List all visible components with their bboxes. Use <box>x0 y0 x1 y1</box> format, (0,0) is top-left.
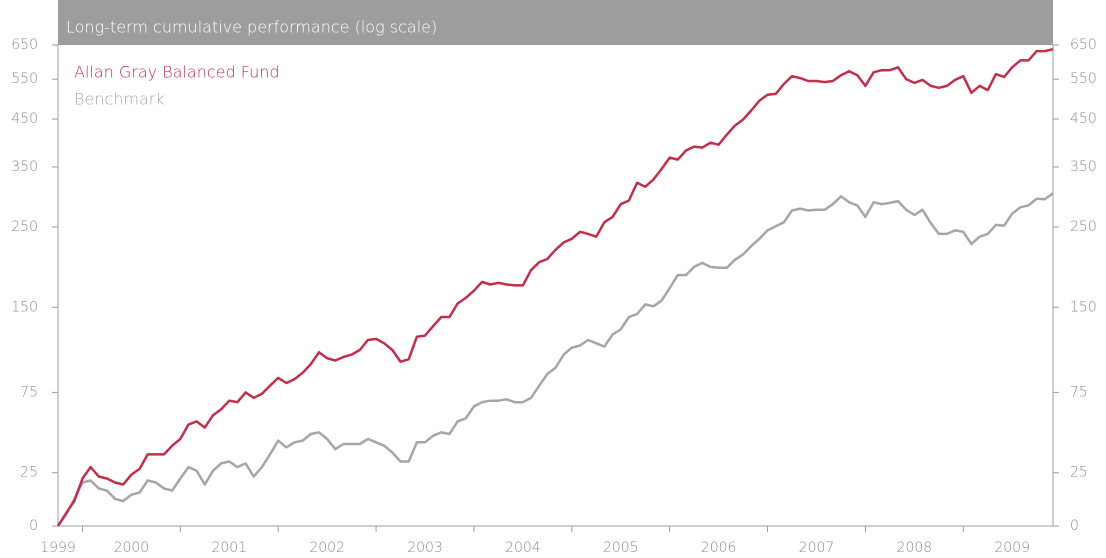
legend-entry: Allan Gray Balanced Fund <box>74 63 280 82</box>
y2-tick-label: 0 <box>1070 518 1079 534</box>
series-line <box>56 192 1054 527</box>
title-bar <box>58 0 1053 45</box>
x-tick-label: 2007 <box>799 540 835 556</box>
y2-tick-label: 450 <box>1070 111 1097 127</box>
x-tick-label: 2003 <box>407 540 443 556</box>
legend-entry: Benchmark <box>74 90 165 109</box>
x-tick-label: 2005 <box>603 540 639 556</box>
y-tick-label: 450 <box>11 111 38 127</box>
y2-tick-label: 75 <box>1070 384 1088 400</box>
y-tick-label: 25 <box>20 465 38 481</box>
x-tick-label: 2004 <box>505 540 541 556</box>
x-tick-label: 2009 <box>994 540 1030 556</box>
y2-tick-label: 650 <box>1070 37 1097 53</box>
y-tick-label: 350 <box>11 159 38 175</box>
y2-tick-label: 25 <box>1070 465 1088 481</box>
chart-title: Long-term cumulative performance (log sc… <box>66 18 437 37</box>
y2-tick-label: 350 <box>1070 159 1097 175</box>
y-tick-label: 0 <box>29 518 38 534</box>
y-tick-label: 650 <box>11 37 38 53</box>
y-tick-label: 75 <box>20 384 38 400</box>
series-line <box>56 47 1054 527</box>
y2-tick-label: 250 <box>1070 219 1097 235</box>
x-tick-label: 2000 <box>114 540 150 556</box>
y2-tick-label: 150 <box>1070 299 1097 315</box>
y-tick-label: 250 <box>11 219 38 235</box>
x-tick-label: 2008 <box>897 540 933 556</box>
x-tick-label: 2001 <box>211 540 247 556</box>
y-tick-label: 550 <box>11 71 38 87</box>
y-tick-label: 150 <box>11 299 38 315</box>
x-tick-label: 2002 <box>309 540 345 556</box>
x-tick-label: 1999 <box>40 540 76 556</box>
x-tick-label: 2006 <box>701 540 737 556</box>
y2-tick-label: 550 <box>1070 71 1097 87</box>
